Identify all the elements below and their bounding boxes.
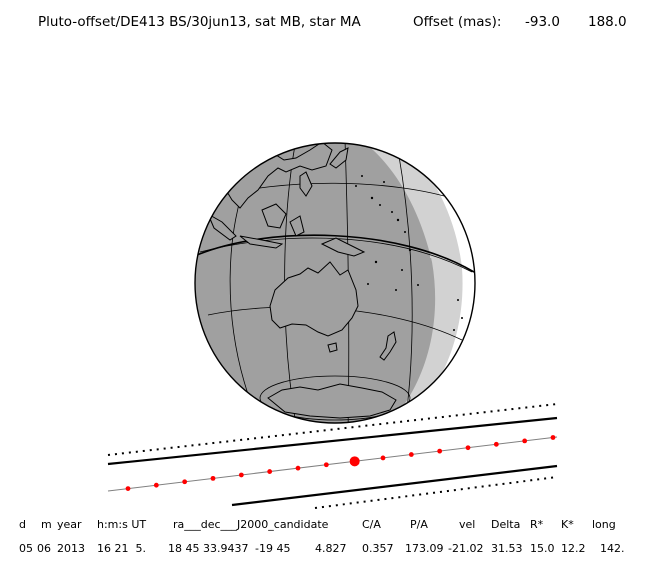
time-marker-dot — [295, 465, 301, 471]
val-m: 06 — [37, 542, 51, 555]
col-long: long — [592, 518, 616, 531]
col-d: d — [19, 518, 26, 531]
islands — [355, 175, 463, 331]
col-hms: h:m:s UT — [97, 518, 147, 531]
antarctica — [267, 383, 397, 419]
col-year: year — [57, 518, 82, 531]
val-ca: 0.357 — [362, 542, 394, 555]
center-line — [107, 436, 558, 492]
val-hms: 16 21 5. — [97, 542, 146, 555]
time-marker-dot — [380, 455, 386, 461]
closest-approach-marker — [349, 456, 360, 467]
time-markers — [125, 435, 556, 491]
val-pa: 173.09 — [405, 542, 444, 555]
north-limit-dotted — [107, 403, 558, 456]
val-delta: 31.53 — [491, 542, 523, 555]
north-limit — [107, 416, 558, 466]
time-marker-dot — [493, 441, 499, 447]
globe-outline — [194, 142, 476, 424]
offset-y-value: 188.0 — [588, 14, 627, 30]
time-marker-dot — [408, 452, 414, 457]
col-vel: vel — [459, 518, 476, 531]
col-delta: Delta — [491, 518, 521, 531]
time-marker-dot — [238, 472, 244, 478]
col-pa: P/A — [410, 518, 428, 531]
time-marker-dot — [437, 448, 443, 454]
val-vel: -21.02 — [448, 542, 484, 555]
col-ca: C/A — [362, 518, 381, 531]
val-kstar: 12.2 — [561, 542, 586, 555]
globe — [194, 142, 476, 424]
south-limit — [231, 464, 558, 507]
time-marker-dot — [267, 469, 273, 474]
val-d: 05 — [19, 542, 33, 555]
val-year: 2013 — [57, 542, 85, 555]
offset-label: Offset (mas): — [413, 14, 502, 30]
south-limit-dotted — [314, 476, 558, 509]
time-marker-dot — [182, 479, 188, 485]
equator — [196, 234, 475, 273]
time-marker-dot — [465, 445, 471, 451]
offset-x-value: -93.0 — [525, 14, 560, 30]
time-marker-dot — [153, 482, 159, 488]
time-marker-dot — [210, 475, 216, 481]
col-rstar: R* — [530, 518, 544, 531]
val-dec: -19 45 — [255, 542, 291, 555]
time-marker-dot — [522, 438, 528, 444]
val-long: 142. — [600, 542, 625, 555]
val-mag: 4.827 — [315, 542, 347, 555]
time-marker-dot — [125, 486, 131, 491]
val-ra: 18 45 33.9437 — [168, 542, 249, 555]
plot-title: Pluto-offset/DE413 BS/30jun13, sat MB, s… — [38, 14, 361, 30]
australia — [269, 261, 359, 337]
coastlines — [206, 143, 397, 419]
time-marker-dot — [550, 435, 556, 440]
time-marker-dot — [323, 462, 329, 468]
val-rstar: 15.0 — [530, 542, 555, 555]
col-radec: ra___dec___J2000_candidate — [173, 518, 329, 531]
col-m: m — [41, 518, 52, 531]
col-kstar: K* — [561, 518, 574, 531]
